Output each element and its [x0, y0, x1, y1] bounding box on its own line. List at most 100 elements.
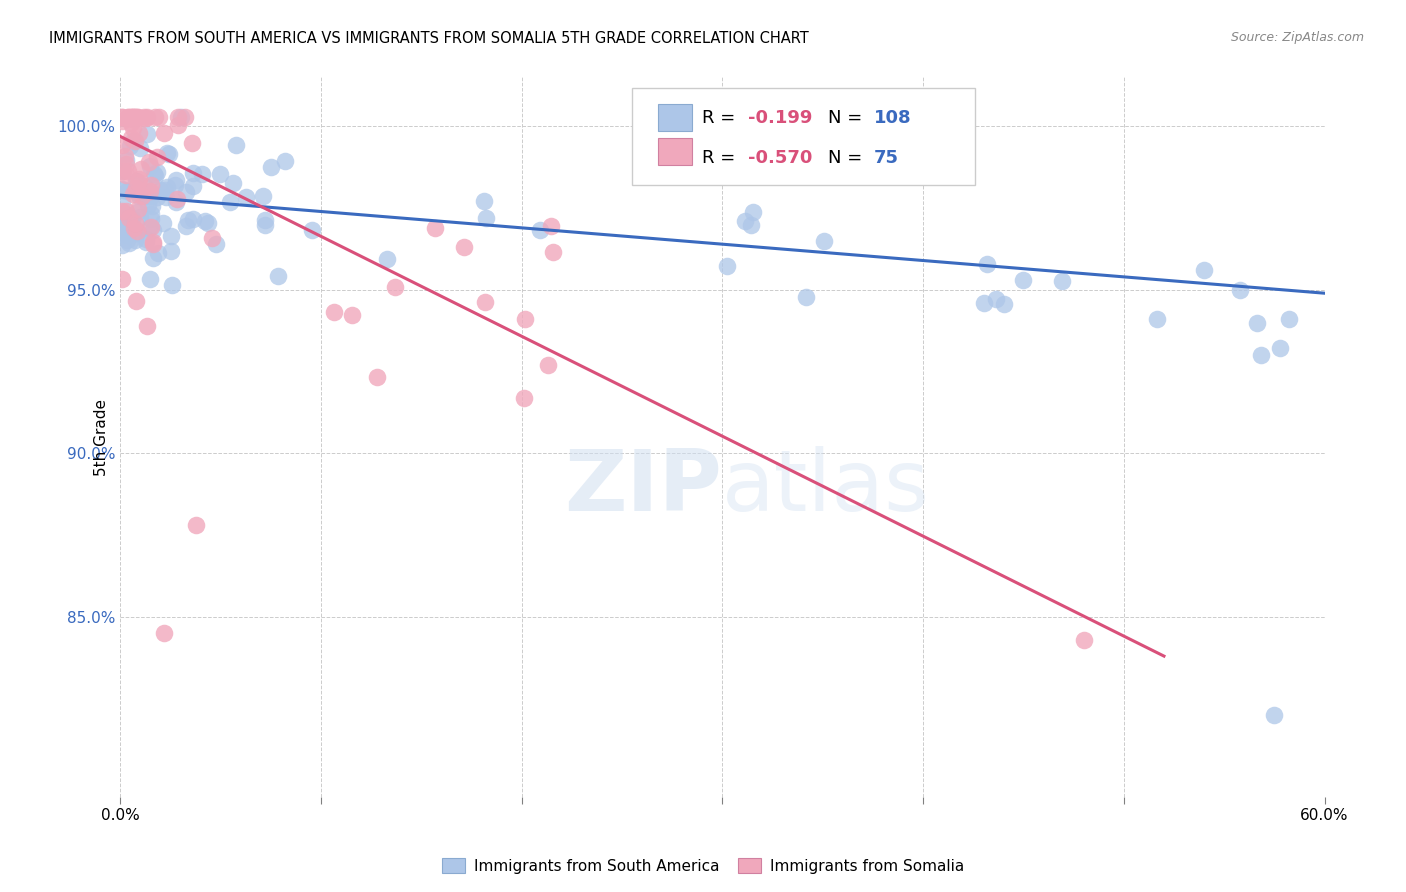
Point — [529, 223, 551, 237]
Point — [135, 110, 157, 124]
Point — [125, 174, 148, 188]
Point — [734, 214, 756, 228]
Point — [176, 219, 198, 233]
Point — [156, 180, 179, 194]
Point — [160, 228, 183, 243]
Point — [474, 295, 496, 310]
Point — [129, 211, 152, 225]
Point — [453, 240, 475, 254]
Point — [149, 182, 172, 196]
Point — [111, 164, 134, 178]
Point — [986, 293, 1008, 307]
Point — [205, 237, 228, 252]
Point — [135, 235, 157, 250]
Text: R =: R = — [702, 110, 741, 128]
Point — [167, 119, 190, 133]
Text: 75: 75 — [875, 149, 898, 167]
Point — [156, 145, 179, 160]
Point — [124, 233, 146, 247]
Point — [183, 165, 205, 179]
Point — [139, 184, 162, 198]
Point — [225, 137, 247, 152]
Point — [794, 290, 817, 304]
Point — [141, 206, 163, 220]
Point — [170, 110, 193, 124]
Point — [976, 257, 998, 271]
Point — [124, 110, 146, 124]
Point — [740, 218, 762, 232]
Point — [114, 204, 136, 219]
Point — [254, 219, 277, 233]
Point — [121, 134, 143, 148]
Text: ZIP: ZIP — [565, 446, 723, 529]
Point — [122, 121, 145, 136]
Point — [142, 251, 165, 265]
Point — [174, 186, 197, 200]
Point — [112, 164, 135, 178]
Point — [157, 147, 180, 161]
Point — [742, 205, 765, 219]
Text: 108: 108 — [875, 110, 911, 128]
Point — [132, 178, 155, 193]
Point — [117, 110, 139, 124]
Point — [155, 190, 177, 204]
Point — [111, 237, 134, 252]
Point — [111, 110, 134, 124]
Point — [423, 221, 446, 235]
Point — [384, 280, 406, 294]
Point — [120, 130, 142, 145]
Point — [274, 153, 297, 168]
Point — [111, 211, 134, 225]
Point — [142, 235, 165, 249]
Point — [127, 110, 149, 124]
Point — [128, 126, 150, 140]
Point — [145, 150, 167, 164]
Point — [142, 222, 165, 236]
Point — [1012, 273, 1035, 287]
Point — [122, 110, 145, 124]
Point — [136, 127, 159, 141]
Point — [131, 188, 153, 202]
Point — [111, 272, 134, 286]
Point — [128, 172, 150, 186]
Point — [1250, 348, 1272, 362]
Point — [1278, 312, 1301, 326]
Point — [163, 178, 186, 193]
Point — [122, 110, 145, 124]
Point — [165, 173, 187, 187]
Point — [342, 308, 364, 322]
Point — [1052, 274, 1074, 288]
Point — [148, 110, 170, 124]
Point — [120, 110, 142, 124]
Point — [111, 221, 134, 235]
Text: atlas: atlas — [723, 446, 931, 529]
Text: IMMIGRANTS FROM SOUTH AMERICA VS IMMIGRANTS FROM SOMALIA 5TH GRADE CORRELATION C: IMMIGRANTS FROM SOUTH AMERICA VS IMMIGRA… — [49, 31, 808, 46]
Point — [153, 126, 176, 140]
Point — [166, 110, 188, 124]
Point — [165, 195, 187, 210]
Point — [166, 193, 188, 207]
Point — [716, 259, 738, 273]
Point — [141, 212, 163, 227]
Point — [135, 232, 157, 246]
Point — [127, 186, 149, 200]
Point — [219, 194, 242, 209]
Point — [146, 190, 169, 204]
Point — [973, 296, 995, 310]
Point — [1263, 708, 1285, 723]
Point — [153, 626, 176, 640]
Point — [139, 178, 162, 193]
Point — [114, 213, 136, 227]
Point — [120, 116, 142, 130]
Text: Source: ZipAtlas.com: Source: ZipAtlas.com — [1230, 31, 1364, 45]
Point — [121, 212, 143, 227]
Point — [111, 110, 134, 124]
Point — [122, 221, 145, 235]
Point — [127, 226, 149, 240]
Point — [128, 189, 150, 203]
Point — [118, 211, 141, 225]
Point — [176, 213, 198, 227]
Point — [127, 202, 149, 217]
FancyBboxPatch shape — [631, 88, 976, 186]
Point — [1146, 312, 1168, 326]
